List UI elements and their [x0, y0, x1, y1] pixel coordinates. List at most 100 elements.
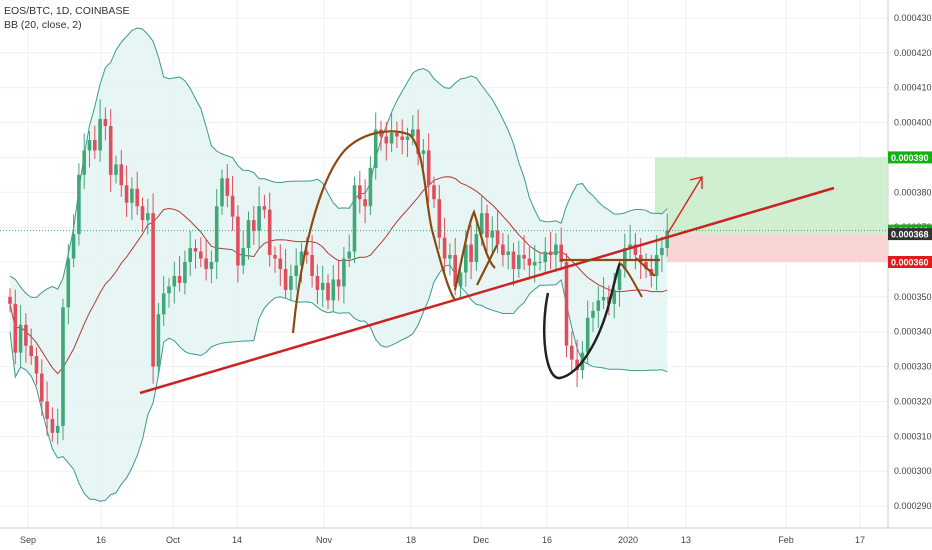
candle-body	[405, 136, 410, 140]
price-label-box	[888, 151, 932, 164]
price-label-box	[888, 256, 932, 268]
candle-body	[299, 251, 304, 266]
candle-body	[40, 373, 44, 402]
candle-body	[241, 248, 245, 266]
candle-body	[71, 234, 76, 259]
candle-body	[623, 248, 627, 269]
candle-body	[416, 129, 420, 154]
price-label-text: 0.000368	[891, 230, 929, 240]
candle-body	[384, 136, 389, 144]
candle-body	[517, 255, 521, 269]
candle-body	[543, 251, 548, 262]
candle-body	[193, 248, 198, 252]
candle-body	[119, 164, 124, 186]
candle-body	[358, 185, 362, 200]
candle-body	[209, 262, 214, 269]
stop-zone	[655, 234, 888, 262]
candle-body	[559, 244, 563, 262]
y-tick-label: 0.000310	[894, 431, 932, 441]
candle-body	[98, 119, 102, 151]
price-label-text: 0.000360	[891, 258, 929, 268]
candle-body	[294, 265, 298, 276]
y-tick-label: 0.000340	[894, 327, 932, 337]
candle-body	[103, 119, 108, 127]
candle-body	[29, 345, 33, 357]
x-tick-label: Sep	[20, 535, 36, 545]
candle-body	[273, 255, 277, 259]
candle-body	[55, 425, 60, 433]
candle-body	[660, 248, 664, 256]
candle-body	[140, 206, 145, 221]
candle-body	[363, 199, 367, 207]
y-tick-label: 0.000420	[894, 48, 932, 58]
candle-body	[220, 178, 224, 207]
candle-body	[93, 139, 97, 151]
candle-body	[177, 275, 182, 283]
candle-body	[278, 258, 283, 269]
candle-body	[167, 286, 171, 294]
candle-body	[432, 185, 436, 200]
y-tick-label: 0.000380	[894, 187, 932, 197]
candle-body	[421, 150, 426, 154]
candle-body	[204, 258, 208, 269]
candle-body	[156, 314, 161, 367]
x-tick-label: 17	[855, 535, 865, 545]
candle-body	[230, 195, 235, 217]
y-tick-label: 0.000300	[894, 466, 932, 476]
target-arrow-head	[689, 176, 703, 189]
candle-body	[495, 230, 500, 245]
candle-body	[50, 418, 55, 433]
candle-body	[389, 133, 394, 144]
candle-body	[18, 324, 23, 353]
candle-body	[13, 303, 18, 353]
candle-body	[612, 289, 616, 304]
candle-body	[474, 234, 479, 262]
candle-body	[61, 307, 65, 426]
candle-body	[665, 230, 669, 249]
y-tick-label: 0.000400	[894, 118, 932, 128]
candle-body	[135, 188, 139, 207]
x-tick-label: Dec	[473, 535, 490, 545]
candle-body	[24, 324, 28, 346]
candle-body	[283, 268, 288, 290]
rising-trendline	[139, 186, 835, 395]
bollinger-lower-band	[9, 264, 668, 502]
candle-body	[262, 206, 267, 210]
candle-body	[506, 251, 510, 256]
candle-body	[188, 248, 192, 262]
x-tick-label: 13	[681, 535, 691, 545]
candle-body	[320, 282, 325, 290]
candle-body	[591, 310, 595, 318]
candle-body	[252, 220, 256, 231]
candle-body	[527, 258, 532, 266]
candle-body	[654, 255, 659, 276]
candle-body	[532, 262, 537, 266]
candle-body	[336, 279, 341, 287]
candle-body	[267, 209, 272, 256]
candle-body	[448, 255, 452, 259]
candle-body	[411, 129, 415, 137]
candle-body	[183, 262, 187, 283]
candle-body	[236, 216, 240, 266]
y-tick-label: 0.000410	[894, 83, 932, 93]
candle-body	[257, 206, 261, 231]
candle-body	[151, 213, 155, 367]
pattern-curve-shoulder	[453, 209, 496, 291]
candle-body	[246, 220, 251, 249]
candle-body	[82, 150, 86, 175]
candle-body	[638, 255, 643, 262]
candle-body	[570, 345, 574, 360]
x-tick-label: 14	[232, 535, 242, 545]
candle-body	[214, 206, 219, 262]
x-tick-label: Oct	[166, 535, 181, 545]
candle-body	[172, 275, 177, 287]
candle-body	[130, 188, 134, 203]
candle-body	[426, 150, 431, 186]
candle-body	[289, 275, 293, 290]
candle-body	[315, 275, 320, 290]
candle-body	[617, 268, 622, 290]
candle-body	[575, 359, 579, 371]
candle-body	[114, 164, 118, 175]
x-tick-label: Feb	[778, 535, 794, 545]
